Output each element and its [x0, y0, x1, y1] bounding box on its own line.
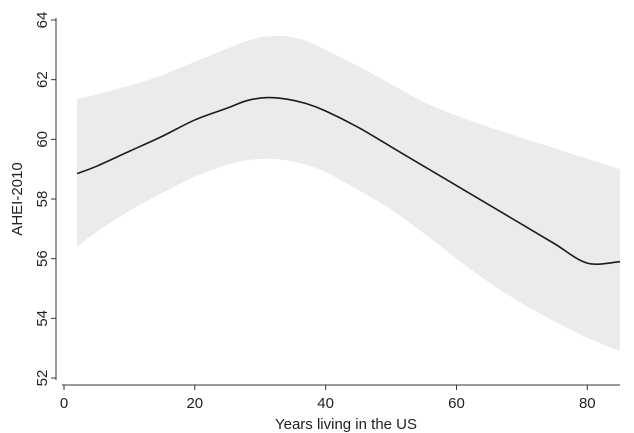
series-line [76, 96, 621, 266]
y-tick-label: 58 [34, 191, 51, 208]
confidence-band-layer [77, 35, 620, 352]
y-tick-label: 60 [34, 131, 51, 148]
x-axis-title: Years living in the US [275, 416, 417, 433]
y-tick-label: 62 [34, 71, 51, 88]
y-tick-label: 56 [34, 250, 51, 267]
y-tick-label: 54 [34, 310, 51, 327]
tick-layer: 0 20 40 60 80 52 54 56 58 60 62 64 [34, 12, 596, 412]
x-tick-label: 80 [579, 395, 596, 412]
y-axis-title: AHEI-2010 [9, 162, 26, 235]
x-tick-label: 0 [60, 395, 68, 412]
line-layer [76, 96, 621, 266]
y-tick-label: 52 [34, 370, 51, 387]
y-tick-label: 64 [34, 12, 51, 29]
confidence-band [77, 35, 620, 352]
x-tick-label: 40 [317, 395, 334, 412]
x-tick-label: 20 [186, 395, 203, 412]
x-tick-label: 60 [448, 395, 465, 412]
